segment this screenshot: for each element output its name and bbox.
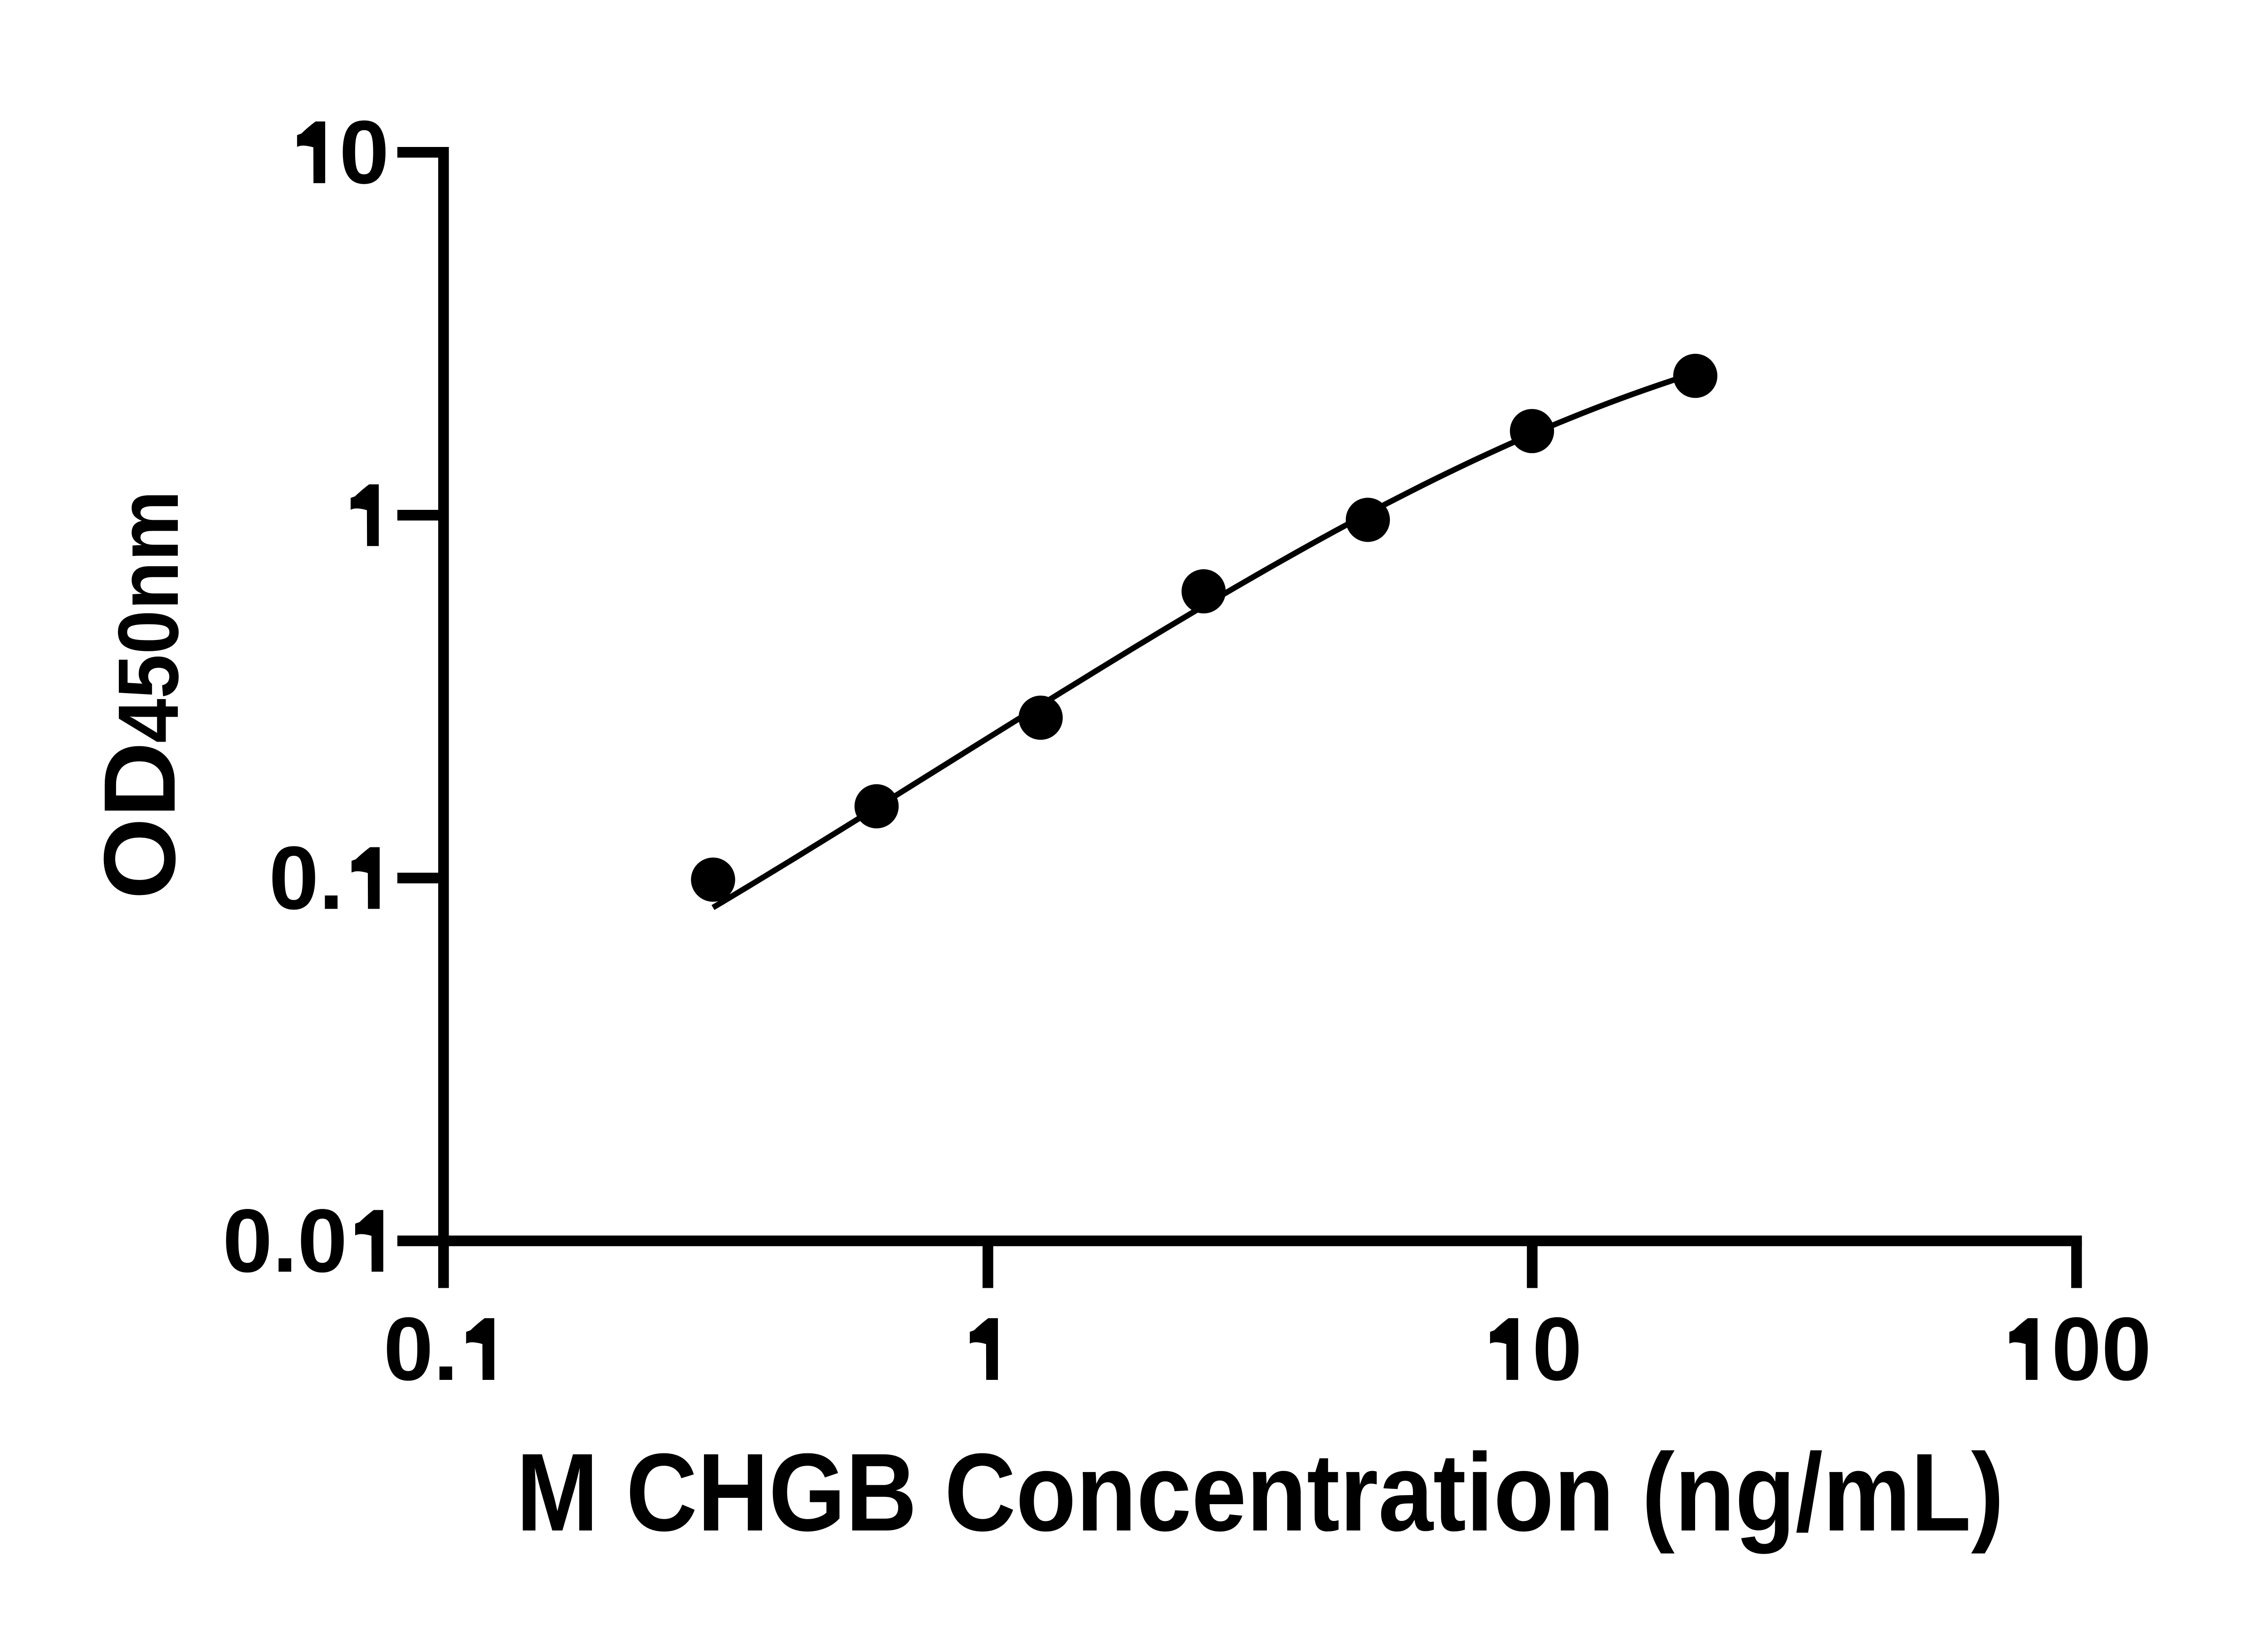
svg-text:.: . xyxy=(433,1299,458,1399)
svg-text:.: . xyxy=(273,1191,298,1291)
svg-text:M CHGB Concentration (ng/mL): M CHGB Concentration (ng/mL) xyxy=(516,1430,2004,1554)
svg-text:.: . xyxy=(319,828,344,928)
svg-text:450nm: 450nm xyxy=(101,490,196,743)
svg-text:0: 0 xyxy=(1532,1299,1582,1399)
svg-text:0: 0 xyxy=(383,1299,433,1399)
svg-text:0: 0 xyxy=(223,1191,273,1291)
svg-text:0: 0 xyxy=(2052,1299,2102,1399)
svg-text:0: 0 xyxy=(339,102,389,202)
svg-text:OD: OD xyxy=(83,742,196,900)
svg-text:0: 0 xyxy=(269,828,319,928)
svg-text:0: 0 xyxy=(2102,1299,2151,1399)
svg-text:0: 0 xyxy=(298,1191,347,1291)
